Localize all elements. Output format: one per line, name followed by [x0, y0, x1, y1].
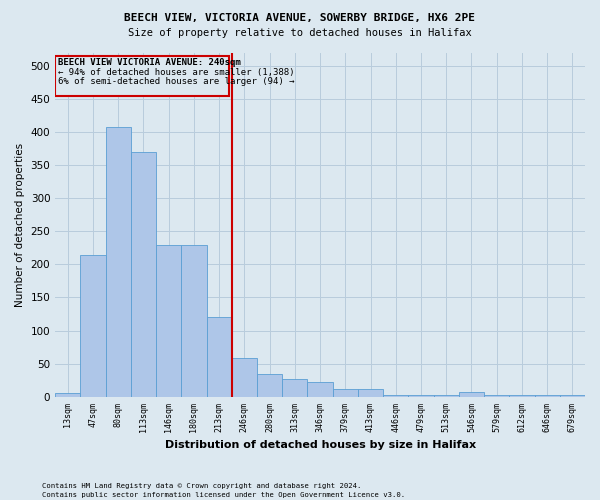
Bar [55, 56, 229, 96]
Bar [434, 396, 459, 397]
Bar [131, 152, 156, 397]
Bar [484, 396, 509, 397]
Text: 6% of semi-detached houses are larger (94) →: 6% of semi-detached houses are larger (9… [58, 77, 294, 86]
Bar [55, 394, 80, 397]
Bar [156, 244, 181, 397]
Bar [181, 244, 206, 397]
Bar [232, 358, 257, 397]
Text: BEECH VIEW VICTORIA AVENUE: 240sqm: BEECH VIEW VICTORIA AVENUE: 240sqm [58, 58, 241, 68]
Text: Size of property relative to detached houses in Halifax: Size of property relative to detached ho… [128, 28, 472, 38]
X-axis label: Distribution of detached houses by size in Halifax: Distribution of detached houses by size … [164, 440, 476, 450]
Bar [257, 374, 282, 397]
Bar [383, 396, 409, 397]
Bar [332, 389, 358, 397]
Bar [80, 255, 106, 397]
Bar [535, 396, 560, 397]
Text: Contains public sector information licensed under the Open Government Licence v3: Contains public sector information licen… [42, 492, 405, 498]
Bar [106, 128, 131, 397]
Bar [206, 318, 232, 397]
Bar [307, 382, 332, 397]
Bar [282, 379, 307, 397]
Text: ← 94% of detached houses are smaller (1,388): ← 94% of detached houses are smaller (1,… [58, 68, 294, 76]
Text: BEECH VIEW, VICTORIA AVENUE, SOWERBY BRIDGE, HX6 2PE: BEECH VIEW, VICTORIA AVENUE, SOWERBY BRI… [125, 12, 476, 22]
Bar [560, 396, 585, 397]
Bar [358, 389, 383, 397]
Text: Contains HM Land Registry data © Crown copyright and database right 2024.: Contains HM Land Registry data © Crown c… [42, 483, 361, 489]
Bar [509, 396, 535, 397]
Y-axis label: Number of detached properties: Number of detached properties [15, 142, 25, 306]
Bar [459, 392, 484, 397]
Bar [409, 396, 434, 397]
